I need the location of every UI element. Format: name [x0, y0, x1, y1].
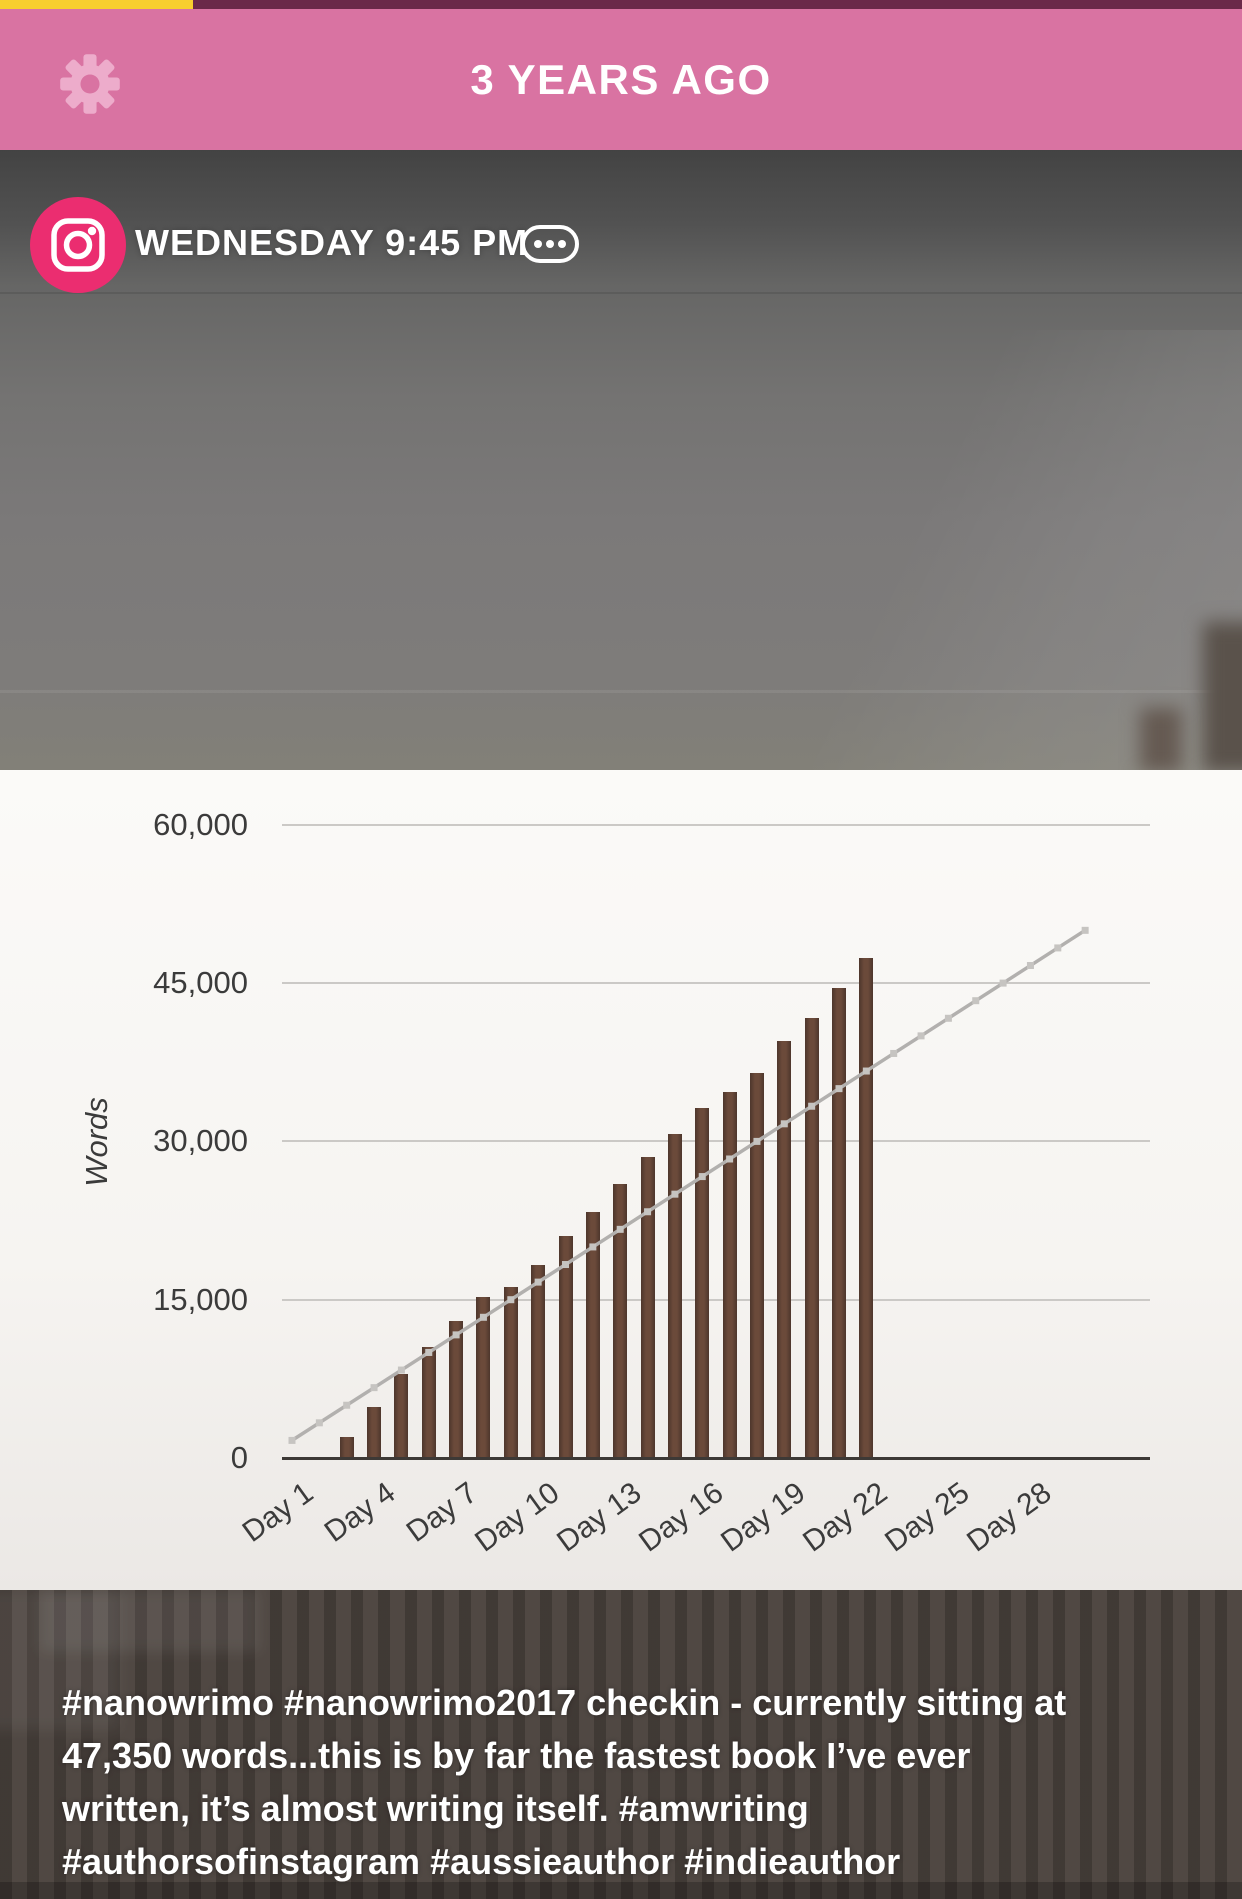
y-tick-label: 30,000 — [153, 1123, 248, 1159]
bar-day-18 — [749, 1072, 764, 1458]
bar-day-22 — [859, 958, 874, 1458]
bar-day-5 — [394, 1373, 409, 1458]
bar-day-14 — [640, 1157, 655, 1458]
bar-day-21 — [832, 988, 846, 1458]
photo-highlight — [560, 330, 1242, 770]
post-timestamp: WEDNESDAY 9:45 PM — [135, 222, 529, 263]
bar-day-9 — [503, 1287, 518, 1458]
bar-day-7 — [449, 1320, 464, 1458]
caption-background-pattern — [0, 1590, 1242, 1899]
y-tick-label: 15,000 — [153, 1281, 248, 1317]
y-tick-label: 45,000 — [153, 965, 248, 1001]
caption-stair-silhouette — [40, 1590, 260, 1652]
bar-day-10 — [531, 1264, 546, 1458]
caption-line: 47,350 words...this is by far the fastes… — [62, 1735, 971, 1776]
settings-button[interactable]: (function(){var g=document.getElementByI… — [59, 53, 121, 115]
x-axis-line — [282, 1457, 1150, 1460]
caption-bottom-edge — [0, 1882, 1242, 1899]
gridline — [282, 1140, 1150, 1143]
caption-line: #authorsofinstagram #aussieauthor #indie… — [62, 1841, 901, 1882]
bar-day-3 — [339, 1436, 354, 1458]
story-progress-bar — [0, 0, 1242, 9]
bar-day-16 — [695, 1107, 710, 1458]
photo-dark-shape — [1203, 622, 1242, 772]
app-header: 3 YEARS AGO (function(){var g=document.g… — [0, 9, 1242, 150]
bar-day-6 — [421, 1347, 436, 1458]
word-count-chart: Words 0 15,000 30,000 45,000 60,000 Day 1 Day … — [0, 770, 1242, 1590]
gridline — [282, 1298, 1150, 1301]
y-tick-label: 0 — [230, 1440, 248, 1475]
gear-icon: (function(){var g=document.getElementByI… — [59, 54, 121, 118]
more-options-button[interactable] — [521, 225, 579, 263]
post-caption: #nanowrimo #nanowrimo2017 checkin - curr… — [62, 1676, 1212, 1888]
ellipsis-icon — [534, 240, 566, 248]
photo-ceiling-line — [0, 292, 1242, 294]
caption-stair-silhouette — [0, 1590, 120, 1730]
photo-dark-shape — [1140, 708, 1182, 772]
bar-day-11 — [558, 1236, 573, 1458]
caption-line: written, it’s almost writing itself. #am… — [62, 1788, 809, 1829]
bar-day-17 — [722, 1091, 737, 1458]
bar-day-19 — [777, 1041, 792, 1458]
gridline — [282, 982, 1150, 985]
page-title: 3 YEARS AGO — [470, 55, 772, 103]
y-tick-label: 60,000 — [153, 806, 248, 842]
bar-day-4 — [367, 1407, 382, 1458]
target-pace-line — [288, 926, 1089, 1444]
bar-day-13 — [613, 1183, 628, 1458]
photo-table-line — [0, 690, 1242, 693]
bar-day-8 — [476, 1296, 491, 1458]
instagram-icon[interactable] — [30, 197, 126, 293]
bar-day-12 — [585, 1212, 600, 1458]
caption-line: #nanowrimo #nanowrimo2017 checkin - curr… — [62, 1682, 1067, 1723]
bar-day-20 — [804, 1017, 819, 1458]
bar-day-15 — [667, 1134, 682, 1458]
blurred-photo-background — [0, 150, 1242, 772]
caption-section — [0, 1590, 1242, 1899]
gridline — [282, 823, 1150, 826]
story-progress-fill — [0, 0, 193, 9]
